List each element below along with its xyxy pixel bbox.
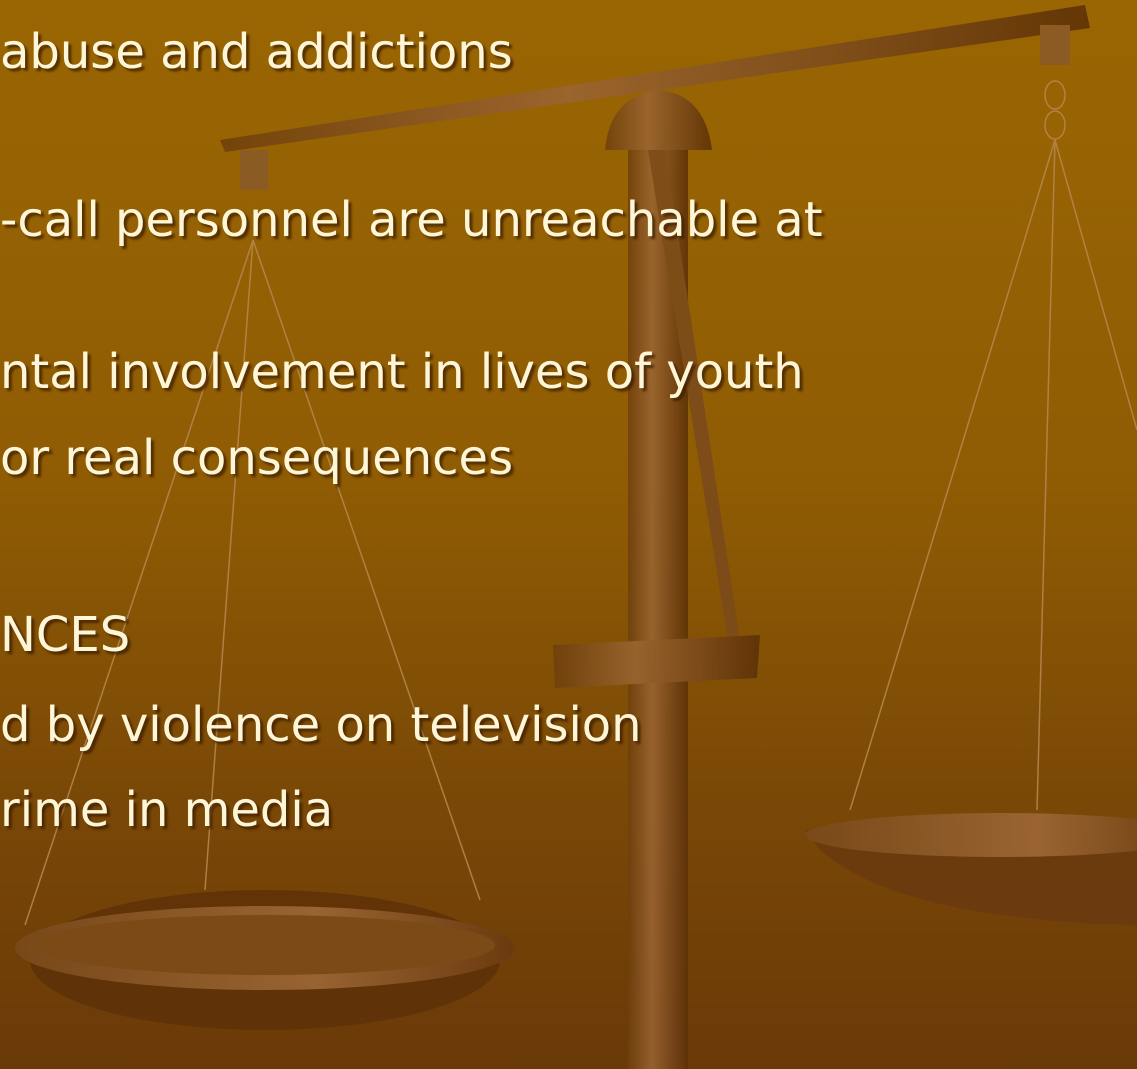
text-line: ntal involvement in lives of youth — [0, 348, 804, 396]
text-line: -call personnel are unreachable at — [0, 196, 823, 244]
text-line: abuse and addictions — [0, 28, 513, 76]
scales-illustration — [0, 0, 1137, 1069]
text-line: or real consequences — [0, 434, 513, 482]
text-line: rime in media — [0, 786, 333, 834]
text-line: NCES — [0, 611, 130, 659]
text-line: d by violence on television — [0, 701, 642, 749]
slide: abuse and addictions -call personnel are… — [0, 0, 1137, 1069]
